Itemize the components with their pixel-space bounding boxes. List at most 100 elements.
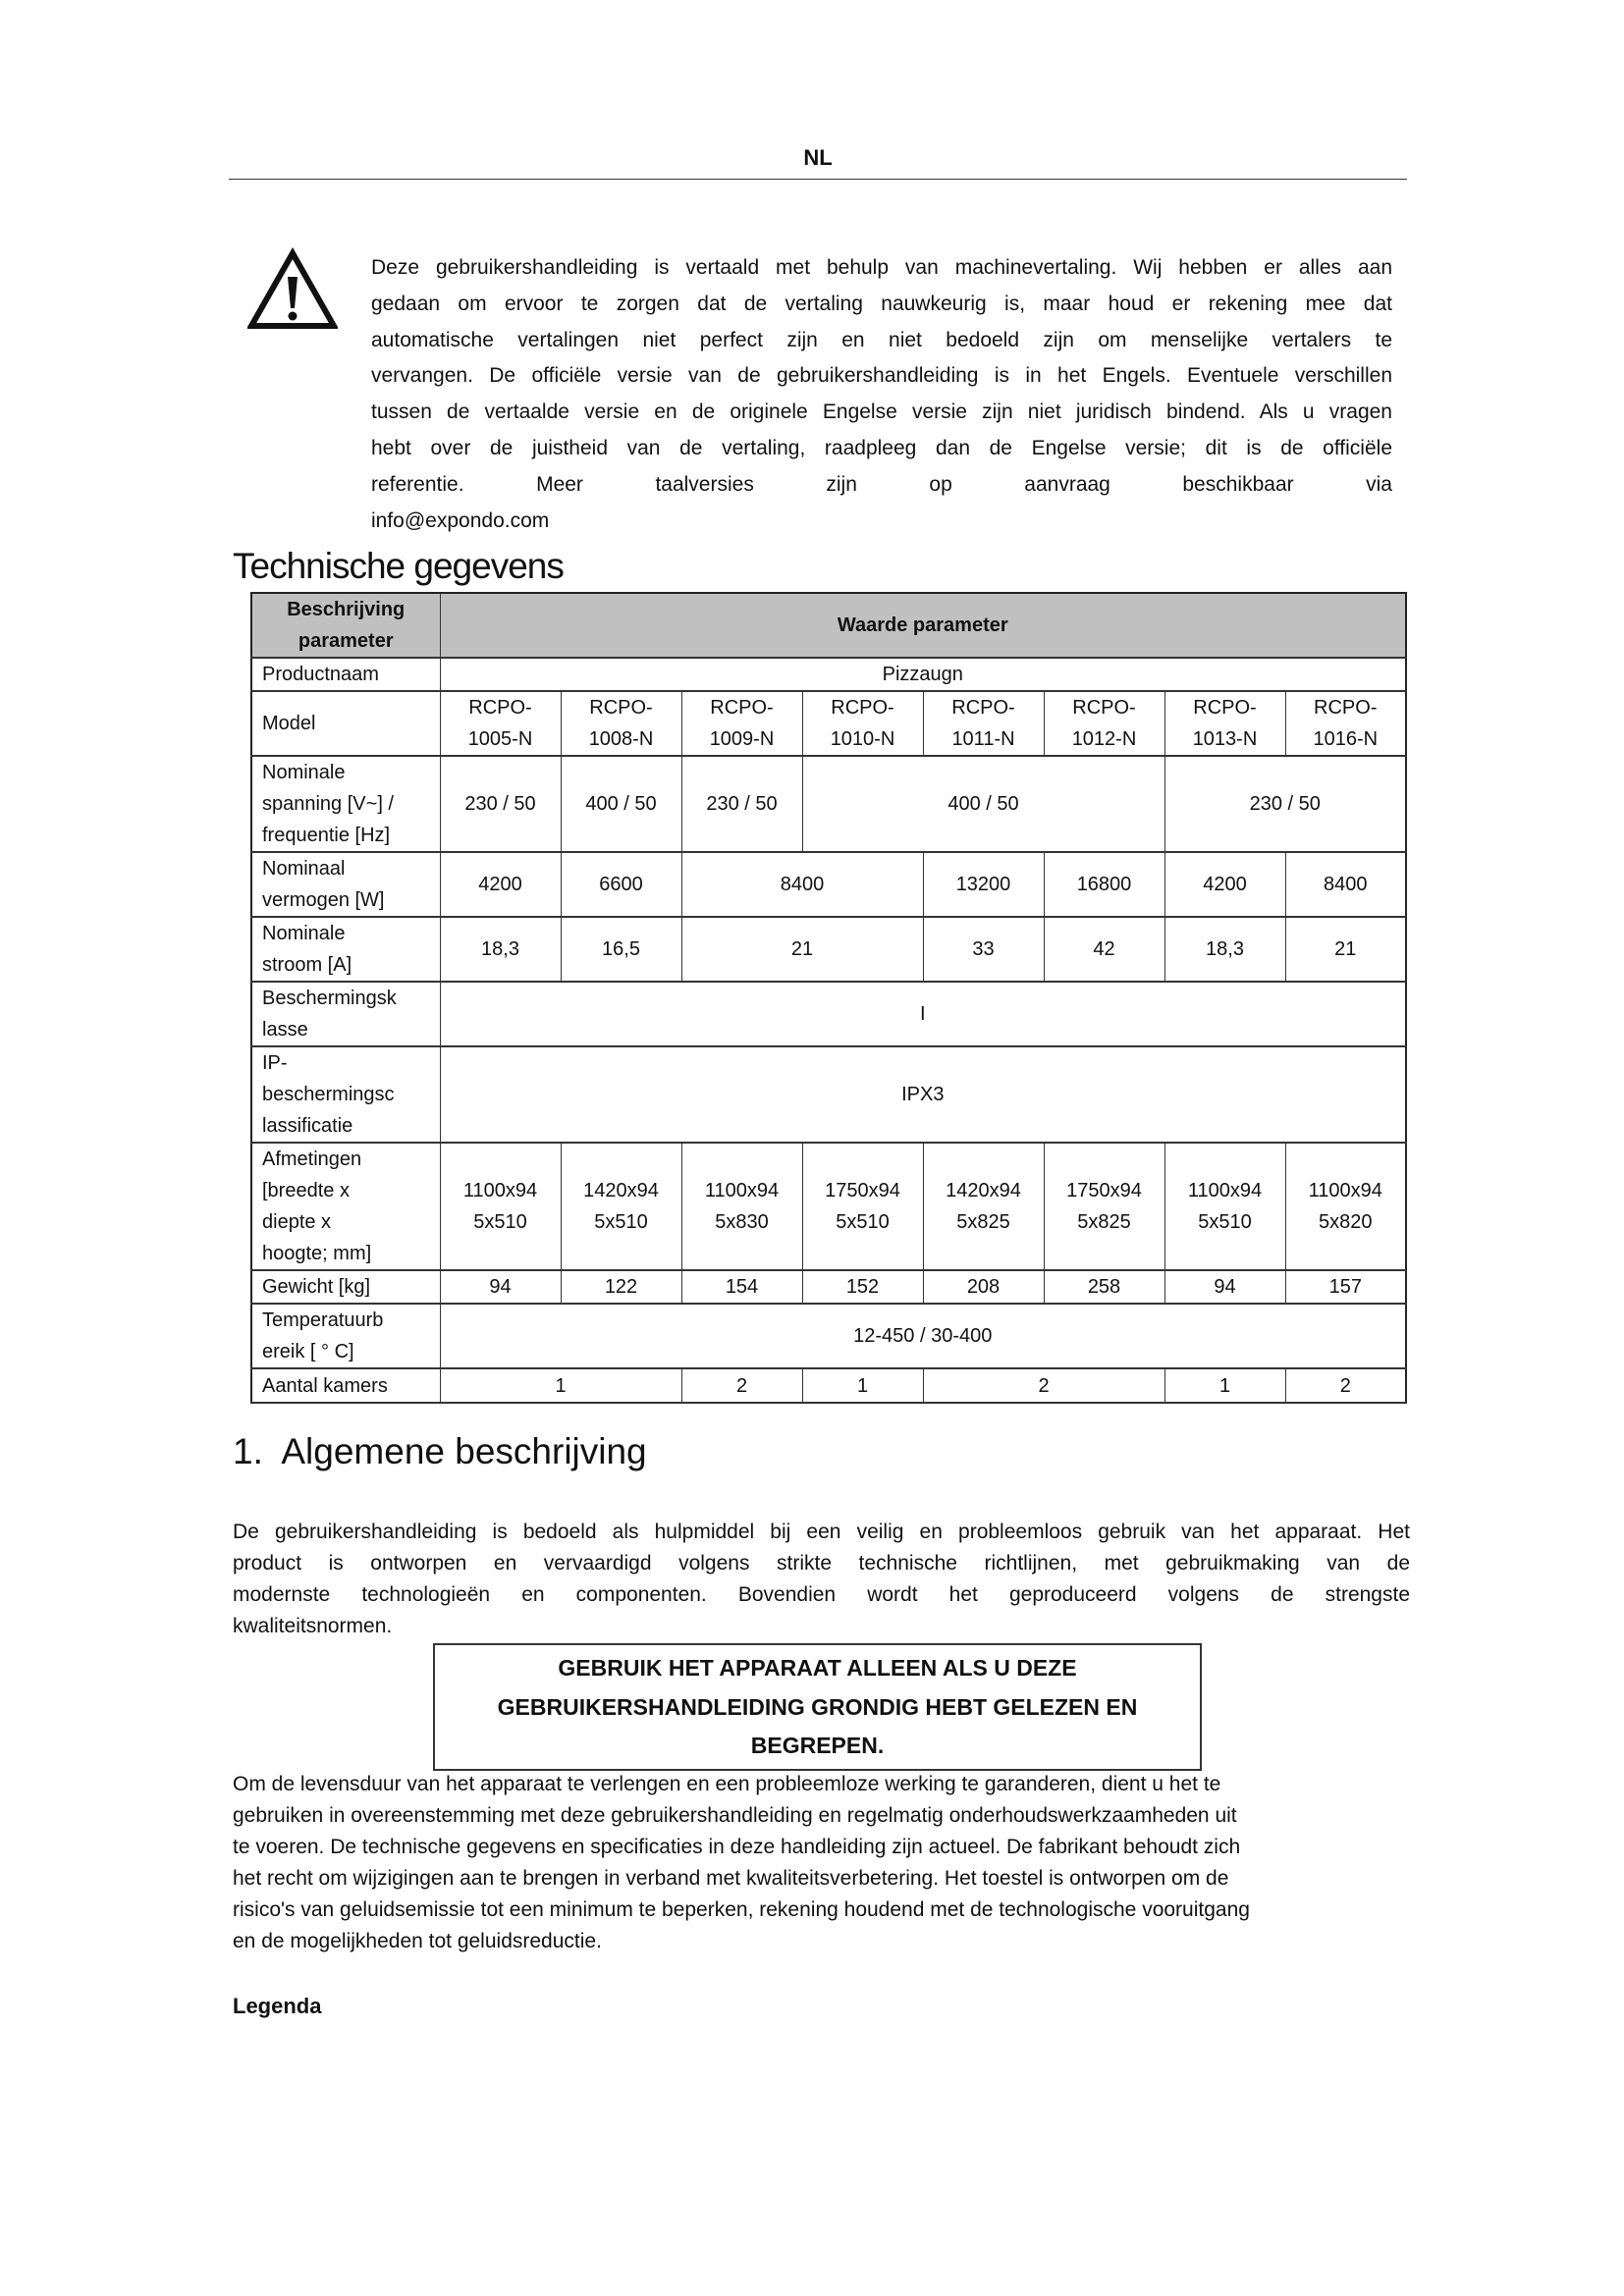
text-line: vervangen. De officiële versie van de ge… — [371, 364, 1392, 388]
cell-text-line: 1010-N — [830, 728, 895, 750]
table-row: IP-beschermingsc lassificatie IPX3 — [250, 1045, 1407, 1144]
value-cell: 1100x94 5x510 — [1164, 1142, 1286, 1271]
value-cell: 18,3 — [1164, 916, 1286, 983]
cell-text-line: 1016-N — [1313, 728, 1379, 750]
value-cell: Pizzaugn — [439, 657, 1407, 692]
row-label: Gewicht [kg] — [250, 1269, 441, 1305]
value-cell: 157 — [1284, 1269, 1407, 1305]
value-cell: 16800 — [1043, 851, 1165, 918]
text-line: gebruiken in overeenstemming met deze ge… — [233, 1804, 1237, 1827]
value-cell: 12-450 / 30-400 — [439, 1303, 1407, 1369]
cell-text-line: 5x825 — [956, 1211, 1010, 1233]
cell-text-line: IPX3 — [901, 1084, 945, 1105]
cell-text-line: diepte x — [262, 1211, 332, 1233]
cell-text-line: 1420x94 — [946, 1180, 1021, 1201]
value-cell: 8400 — [680, 851, 924, 918]
cell-text-line: RCPO- — [710, 697, 774, 719]
cell-text-line: 230 / 50 — [1249, 793, 1321, 815]
cell-text-line: I — [919, 1003, 926, 1025]
text-line: product is ontworpen en vervaardigd volg… — [233, 1552, 1410, 1575]
cell-text-line: RCPO- — [589, 697, 653, 719]
row-label: Model — [250, 690, 441, 757]
cell-text-line: vermogen [W] — [262, 889, 385, 911]
cell-text-line: 400 / 50 — [585, 793, 657, 815]
header-parameter-value: Waarde parameter — [439, 592, 1407, 659]
value-cell: 42 — [1043, 916, 1165, 983]
cell-text-line: 5x825 — [1077, 1211, 1131, 1233]
cell-text-line: 2 — [1038, 1374, 1050, 1397]
text-line: info@expondo.com — [371, 508, 550, 532]
cell-text-line: Nominale — [262, 923, 346, 944]
text-line: Deze gebruikershandleiding is vertaald m… — [371, 256, 1392, 279]
cell-text-line: 5x820 — [1319, 1211, 1373, 1233]
cell-text-line: 230 / 50 — [706, 793, 778, 815]
cell-text-line: Afmetingen — [262, 1148, 362, 1170]
value-cell: 230 / 50 — [439, 755, 562, 853]
table-row: Beschermingsk lasse I — [250, 981, 1407, 1047]
value-cell: RCPO- 1005-N — [439, 690, 562, 757]
cell-text-line: 1011-N — [951, 728, 1015, 750]
cell-text-line: 16,5 — [602, 938, 640, 960]
value-cell: RCPO- 1008-N — [560, 690, 682, 757]
row-label: Temperatuurb ereik [ ° C] — [250, 1303, 441, 1369]
table-row: Productnaam Pizzaugn — [250, 657, 1407, 692]
cell-text-line: 230 / 50 — [464, 793, 536, 815]
value-cell: 400 / 50 — [801, 755, 1165, 853]
text-line: BEGREPEN. — [750, 1733, 885, 1758]
cell-text-line: 1750x94 — [1066, 1180, 1142, 1201]
table-row: Nominale spanning [V~] / frequentie [Hz] 23… — [250, 755, 1407, 853]
cell-text-line: Nominale — [262, 762, 346, 783]
read-manual-notice-box: GEBRUIK HET APPARAAT ALLEEN ALS U DEZE GE… — [433, 1643, 1202, 1771]
value-cell: 1100x94 5x830 — [680, 1142, 803, 1271]
cell-text-line: Model — [262, 713, 316, 734]
value-cell: 1750x94 5x825 — [1043, 1142, 1165, 1271]
text-line: risico's van geluidsemissie tot een mini… — [233, 1898, 1250, 1921]
table-row: Temperatuurb ereik [ ° C] 12-450 / 30-400 — [250, 1303, 1407, 1369]
cell-text-line: Beschermingsk — [262, 988, 397, 1009]
cell-text-line: 4200 — [478, 874, 522, 895]
cell-text-line: Aantal kamers — [262, 1374, 388, 1397]
cell-text-line: 5x510 — [836, 1211, 890, 1233]
value-cell: 6600 — [560, 851, 682, 918]
cell-text-line: 8400 — [1324, 874, 1368, 895]
cell-text-line: 13200 — [955, 874, 1011, 895]
text-line: De gebruikershandleiding is bedoeld als … — [233, 1521, 1410, 1543]
table-row: Gewicht [kg] 94 122 154 152 208 258 94 157 — [250, 1269, 1407, 1305]
row-label: Afmetingen [breedte x diepte x hoogte; mm] — [250, 1142, 441, 1271]
value-cell: 4200 — [439, 851, 562, 918]
cell-text-line: Beschrijving — [287, 599, 406, 620]
value-cell: 400 / 50 — [560, 755, 682, 853]
cell-text-line: 1009-N — [709, 728, 775, 750]
value-cell: 13200 — [922, 851, 1045, 918]
text-line: kwaliteitsnormen. — [233, 1615, 393, 1637]
cell-text-line: beschermingsc — [262, 1084, 395, 1105]
table-row: Nominaal vermogen [W] 4200 6600 8400 13200 168… — [250, 851, 1407, 918]
machine-translation-notice: Deze gebruikershandleiding is vertaald m… — [371, 250, 1392, 539]
value-cell: 16,5 — [560, 916, 682, 983]
value-cell: 1420x94 5x510 — [560, 1142, 682, 1271]
value-cell: 94 — [439, 1269, 562, 1305]
cell-text-line: 6600 — [599, 874, 643, 895]
text-line: automatische vertalingen niet perfect zi… — [371, 328, 1392, 351]
table-header-row: Beschrijving parameter Waarde parameter — [250, 592, 1407, 659]
cell-text-line: 154 — [725, 1276, 759, 1298]
cell-text-line: 8400 — [780, 874, 825, 895]
value-cell: 1100x94 5x510 — [439, 1142, 562, 1271]
cell-text-line: stroom [A] — [262, 954, 352, 976]
cell-text-line: 1100x94 — [462, 1180, 538, 1201]
row-label: Nominale spanning [V~] / frequentie [Hz] — [250, 755, 441, 853]
cell-text-line: 12-450 / 30-400 — [853, 1325, 993, 1347]
cell-text-line: 1750x94 — [825, 1180, 900, 1201]
cell-text-line: Temperatuurb — [262, 1309, 384, 1331]
row-label: Nominale stroom [A] — [250, 916, 441, 983]
value-cell: I — [439, 981, 1407, 1047]
text-line: modernste technologieën en componenten. … — [233, 1583, 1410, 1606]
cell-text-line: 5x510 — [1198, 1211, 1252, 1233]
cell-text-line: 258 — [1087, 1276, 1121, 1298]
text-line: GEBRUIK HET APPARAAT ALLEEN ALS U DEZE — [558, 1655, 1077, 1681]
value-cell: 18,3 — [439, 916, 562, 983]
cell-text-line: RCPO- — [1193, 697, 1257, 719]
value-cell: 1420x94 5x825 — [922, 1142, 1045, 1271]
cell-text-line: RCPO- — [831, 697, 894, 719]
header-divider — [229, 179, 1407, 180]
